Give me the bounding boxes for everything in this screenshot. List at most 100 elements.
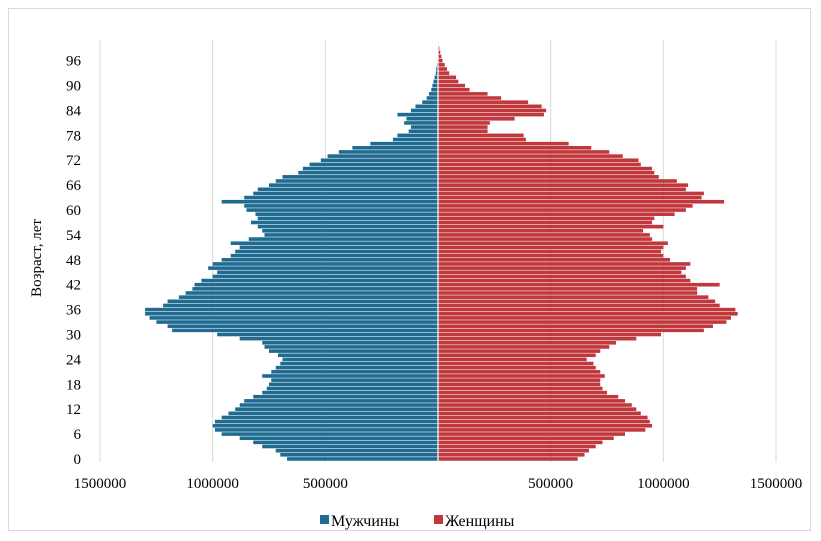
bar-female: [438, 75, 457, 80]
bar-male: [432, 83, 438, 88]
bar-male: [282, 175, 438, 179]
x-tick-label: 500000: [303, 476, 348, 492]
bar-male: [244, 399, 438, 403]
bar-female: [438, 399, 626, 403]
bar-male: [415, 104, 438, 109]
bar-female: [438, 179, 677, 183]
bar-female: [438, 92, 488, 96]
bar-female: [438, 266, 686, 270]
bar-male: [264, 345, 438, 349]
bar-female: [438, 415, 648, 420]
bar-female: [438, 87, 470, 92]
bar-female: [438, 58, 443, 63]
bar-male: [255, 212, 438, 216]
bar-male: [156, 320, 439, 324]
bar-female: [438, 407, 637, 411]
bar-male: [221, 258, 438, 262]
x-tick-labels: 1500000 1000000 500000 500000 1000000 1500000: [74, 476, 803, 492]
bar-female: [438, 378, 601, 382]
bar-female: [438, 311, 738, 316]
bar-male: [192, 287, 438, 291]
bar-male: [235, 407, 438, 411]
bar-female: [438, 187, 686, 192]
bar-female: [438, 228, 644, 233]
y-tick-label: 30: [66, 327, 81, 343]
y-tick-label: 54: [66, 228, 82, 244]
bar-female: [438, 195, 702, 200]
bar-male: [239, 436, 438, 441]
bar-female: [438, 457, 578, 461]
bar-female: [438, 158, 639, 163]
bar-female: [438, 166, 653, 171]
bar-female: [438, 328, 704, 333]
bar-male: [239, 403, 438, 407]
bar-male: [208, 266, 438, 270]
bar-male: [404, 121, 438, 125]
bar-female: [438, 390, 607, 395]
bar-female: [438, 340, 617, 345]
bar-male: [246, 208, 438, 212]
x-tick-label: 1500000: [750, 476, 803, 492]
bar-male: [262, 390, 438, 395]
bar-male: [257, 187, 438, 192]
bar-female: [438, 241, 668, 246]
bar-male: [410, 125, 438, 129]
bar-female: [438, 150, 610, 154]
bar-male: [428, 92, 438, 96]
bar-female: [438, 104, 542, 109]
bar-female: [438, 175, 659, 179]
bar-female: [438, 370, 601, 374]
bar-male: [212, 423, 438, 428]
bar-female: [438, 453, 585, 457]
bar-female: [438, 332, 662, 337]
bar-female: [438, 353, 596, 358]
bar-male: [178, 295, 438, 299]
bar-male: [271, 378, 438, 382]
bar-male: [433, 79, 438, 84]
bar-female: [438, 249, 662, 254]
bar-male: [269, 349, 438, 353]
y-tick-label: 60: [66, 203, 81, 219]
bar-male: [257, 224, 438, 229]
bar-male: [287, 457, 438, 461]
bar-female: [438, 245, 664, 250]
bar-male: [275, 365, 438, 370]
bar-male: [214, 419, 438, 424]
bar-female: [438, 71, 450, 75]
bar-male: [244, 204, 438, 208]
bar-male: [221, 415, 438, 420]
bar-male: [253, 191, 438, 196]
bar-female: [438, 336, 637, 341]
bar-female: [438, 67, 448, 71]
bar-female: [438, 83, 466, 88]
bar-male: [145, 311, 439, 316]
bar-male: [436, 67, 438, 71]
bar-female: [438, 146, 592, 150]
bar-male: [194, 282, 438, 287]
bar-male: [217, 270, 438, 275]
bar-male: [278, 353, 438, 358]
bar-female: [438, 54, 442, 59]
bar-female: [438, 423, 653, 428]
bar-female: [438, 299, 716, 304]
bar-female: [438, 154, 623, 158]
y-tick-label: 24: [66, 352, 82, 368]
bar-female: [438, 183, 689, 187]
bar-male: [250, 220, 438, 225]
bar-female: [438, 112, 544, 117]
bar-male: [212, 262, 438, 266]
bar-female: [438, 191, 704, 196]
bar-male: [352, 146, 438, 150]
y-tick-label: 42: [66, 278, 81, 294]
bar-male: [410, 108, 438, 113]
bar-male: [408, 129, 438, 134]
bar-female: [438, 121, 490, 125]
bar-male: [230, 253, 438, 258]
bar-female: [438, 365, 596, 370]
y-tick-label: 84: [66, 103, 82, 119]
bar-female: [438, 295, 709, 299]
y-axis-title: Возраст, лет: [29, 219, 45, 297]
bar-female: [438, 374, 605, 378]
bar-male: [212, 274, 438, 279]
